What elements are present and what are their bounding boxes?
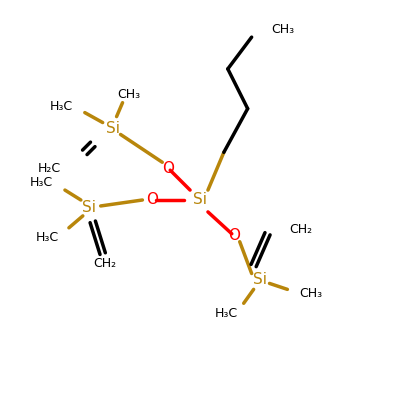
Text: CH₃: CH₃: [117, 88, 140, 101]
Text: Si: Si: [82, 200, 96, 216]
Text: H₃C: H₃C: [50, 100, 73, 113]
Text: H₃C: H₃C: [215, 307, 238, 320]
Text: O: O: [146, 192, 158, 208]
Text: CH₃: CH₃: [272, 23, 295, 36]
Text: H₃C: H₃C: [30, 176, 53, 189]
Text: H₂C: H₂C: [38, 162, 61, 175]
Text: Si: Si: [106, 121, 120, 136]
Text: Si: Si: [252, 272, 266, 287]
Text: CH₂: CH₂: [289, 223, 312, 236]
Text: O: O: [228, 228, 240, 243]
Text: Si: Si: [193, 192, 207, 208]
Text: CH₂: CH₂: [93, 257, 116, 270]
Text: O: O: [162, 161, 174, 176]
Text: CH₃: CH₃: [299, 287, 322, 300]
Text: H₃C: H₃C: [36, 231, 59, 244]
